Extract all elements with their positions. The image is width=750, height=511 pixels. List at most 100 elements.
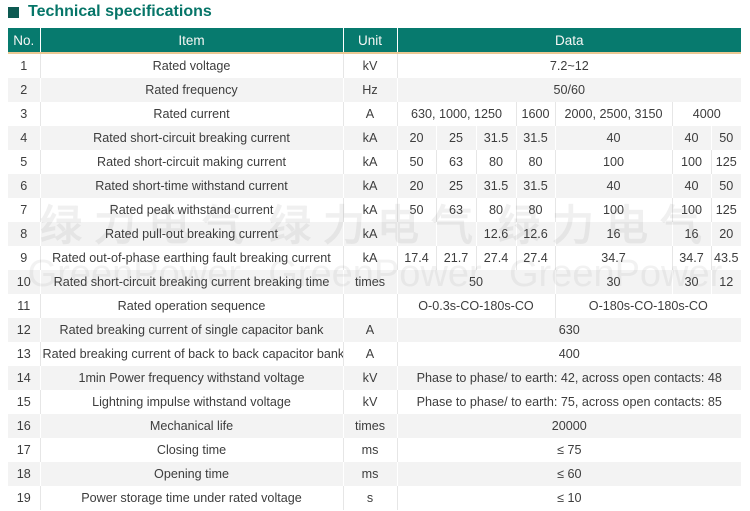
table-row: 18 Opening time ms ≤ 60 <box>8 462 742 486</box>
row-number: 18 <box>8 462 41 486</box>
unit-cell: ms <box>343 438 398 462</box>
data-cell: 80 <box>516 198 556 222</box>
unit-cell <box>343 294 398 318</box>
data-cell: 12 <box>719 275 734 289</box>
item-cell: Rated voltage <box>40 53 344 78</box>
table-row: 12 Rated breaking current of single capa… <box>8 318 742 342</box>
item-cell: Rated short-circuit breaking current bre… <box>40 270 344 294</box>
col-header-no: No. <box>8 28 41 54</box>
unit-cell: kA <box>343 222 398 246</box>
item-cell: Opening time <box>40 462 344 486</box>
item-cell: Mechanical life <box>40 414 344 438</box>
data-cell: 2000, 2500, 3150 <box>555 102 673 126</box>
table-row: 5 Rated short-circuit making current kA … <box>8 150 742 174</box>
table-row: 13 Rated breaking current of back to bac… <box>8 342 742 366</box>
table-row: 15 Lightning impulse withstand voltage k… <box>8 390 742 414</box>
data-cell: 125 <box>715 203 737 217</box>
table-row: 19 Power storage time under rated voltag… <box>8 486 742 510</box>
data-cell: 630, 1000, 1250 <box>397 102 517 126</box>
unit-cell: ms <box>343 462 398 486</box>
item-cell: Rated current <box>40 102 344 126</box>
row-number: 6 <box>8 174 41 198</box>
table-row: 2 Rated frequency Hz 50/60 <box>8 78 742 102</box>
item-cell: Rated out-of-phase earthing fault breaki… <box>40 246 344 270</box>
unit-cell: kV <box>343 390 398 414</box>
item-cell: Rated frequency <box>40 78 344 102</box>
data-cell: 27.4 <box>516 246 556 270</box>
table-row: 17 Closing time ms ≤ 75 <box>8 438 742 462</box>
row-number: 9 <box>8 246 41 270</box>
item-cell: Rated pull-out breaking current <box>40 222 344 246</box>
unit-cell: s <box>343 486 398 510</box>
unit-cell: kA <box>343 150 398 174</box>
row-number: 5 <box>8 150 41 174</box>
data-cell: 16 <box>555 222 673 246</box>
data-cell: Phase to phase/ to earth: 75, across ope… <box>416 395 722 409</box>
data-cell: 25 <box>436 126 477 150</box>
item-cell: Rated short-circuit making current <box>40 150 344 174</box>
table-row: 1 Rated voltage kV 7.2~12 <box>8 53 742 78</box>
item-cell: Rated short-circuit breaking current <box>40 126 344 150</box>
item-cell: Rated breaking current of single capacit… <box>40 318 344 342</box>
data-cell: ≤ 75 <box>557 443 582 457</box>
data-cell: 30 <box>555 270 673 294</box>
table-row: 9 Rated out-of-phase earthing fault brea… <box>8 246 742 270</box>
header-row: No. Item Unit Data <box>8 28 742 54</box>
unit-cell: A <box>343 318 398 342</box>
data-cell: 100 <box>555 150 673 174</box>
row-number: 1 <box>8 53 41 78</box>
data-cell: 27.4 <box>476 246 517 270</box>
data-cell: 50 <box>719 131 734 145</box>
data-cell: 50 <box>397 150 437 174</box>
data-cell: 20 <box>397 126 437 150</box>
unit-cell: kA <box>343 174 398 198</box>
unit-cell: kV <box>343 53 398 78</box>
table-row: 10 Rated short-circuit breaking current … <box>8 270 742 294</box>
data-cell: 17.4 <box>397 246 437 270</box>
table-row: 14 1min Power frequency withstand voltag… <box>8 366 742 390</box>
data-cell: O-180s-CO-180s-CO <box>588 299 708 313</box>
data-cell: 80 <box>476 150 517 174</box>
row-number: 14 <box>8 366 41 390</box>
table-row: 16 Mechanical life times 20000 <box>8 414 742 438</box>
data-cell: 630 <box>558 323 580 337</box>
data-cell: 100 <box>555 198 673 222</box>
data-cell: 50 <box>397 270 556 294</box>
data-cell <box>436 222 477 246</box>
data-cell: 34.7 <box>672 246 712 270</box>
data-cell: 31.5 <box>516 174 556 198</box>
row-number: 19 <box>8 486 41 510</box>
item-cell: 1min Power frequency withstand voltage <box>40 366 344 390</box>
row-number: 12 <box>8 318 41 342</box>
row-number: 11 <box>8 294 41 318</box>
item-cell: Rated operation sequence <box>40 294 344 318</box>
data-cell: 31.5 <box>476 126 517 150</box>
data-cell: 100 <box>672 198 712 222</box>
data-cell: 20 <box>397 174 437 198</box>
data-cell: 31.5 <box>516 126 556 150</box>
row-number: 7 <box>8 198 41 222</box>
data-cell: 20000 <box>551 419 587 433</box>
row-number: 4 <box>8 126 41 150</box>
data-cell: ≤ 60 <box>557 467 582 481</box>
unit-cell: A <box>343 102 398 126</box>
row-number: 16 <box>8 414 41 438</box>
data-cell: 40 <box>555 126 673 150</box>
square-bullet-icon <box>8 6 19 18</box>
row-number: 13 <box>8 342 41 366</box>
data-cell: 12.6 <box>516 222 556 246</box>
row-number: 17 <box>8 438 41 462</box>
data-cell <box>397 222 437 246</box>
data-cell: 50/60 <box>553 83 586 97</box>
table-row: 3 Rated current A 630, 1000, 1250 1600 2… <box>8 102 742 126</box>
data-cell: 25 <box>436 174 477 198</box>
data-cell: 43.5 <box>714 251 739 265</box>
data-cell: 50 <box>397 198 437 222</box>
col-header-unit: Unit <box>343 28 398 54</box>
data-cell: 30 <box>672 270 712 294</box>
row-number: 3 <box>8 102 41 126</box>
unit-cell: kA <box>343 198 398 222</box>
item-cell: Power storage time under rated voltage <box>40 486 344 510</box>
data-cell: 40 <box>672 126 712 150</box>
